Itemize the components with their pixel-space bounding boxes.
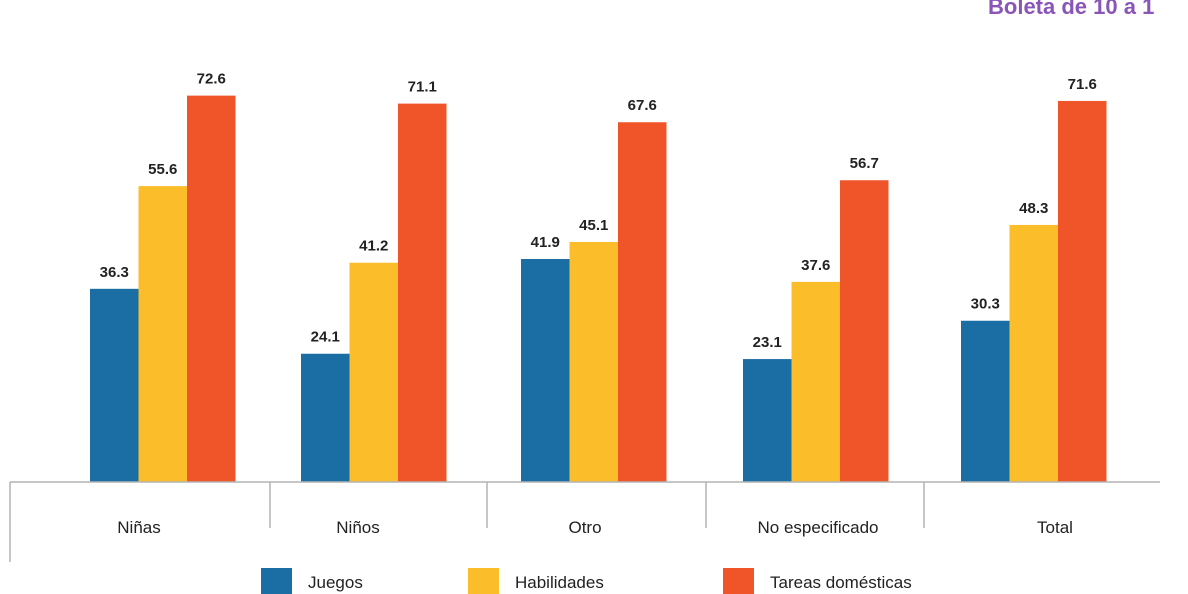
bar-otro-habilidades	[569, 241, 618, 482]
bar-ninas-tareas-domesticas	[187, 95, 236, 482]
chart-title-fragment: Boleta de 10 a 1	[988, 0, 1154, 19]
value-label-total-habilidades: 48.3	[1019, 200, 1048, 217]
value-label-no-especificado-tareas-domesticas: 56.7	[850, 155, 879, 172]
value-label-ninas-juegos: 36.3	[100, 264, 129, 281]
bar-otro-tareas-domesticas	[618, 122, 667, 483]
category-label-ninas: Niñas	[117, 518, 160, 537]
value-label-no-especificado-habilidades: 37.6	[801, 257, 830, 274]
legend-swatch-habilidades	[468, 568, 499, 594]
category-axis: Niñas Niños Otro No especificado Total	[9, 481, 1160, 562]
bar-no-especificado-juegos	[743, 359, 792, 482]
category-label-total: Total	[1037, 518, 1073, 537]
value-label-total-tareas-domesticas: 71.6	[1068, 76, 1097, 93]
bar-ninos-habilidades	[349, 262, 398, 482]
legend-swatch-juegos	[261, 568, 292, 594]
bar-no-especificado-habilidades	[791, 281, 840, 482]
value-label-ninos-juegos: 24.1	[311, 329, 340, 346]
value-label-ninas-habilidades: 55.6	[148, 161, 177, 178]
value-label-otro-juegos: 41.9	[531, 234, 560, 251]
value-label-no-especificado-juegos: 23.1	[753, 334, 782, 351]
value-label-otro-habilidades: 45.1	[579, 217, 608, 234]
bar-ninos-tareas-domesticas	[398, 103, 447, 482]
bar-total-tareas-domesticas	[1058, 100, 1107, 483]
bar-ninos-juegos	[301, 353, 350, 482]
bar-total-habilidades	[1009, 224, 1058, 483]
legend-swatch-tareas-domesticas	[723, 568, 754, 594]
category-label-ninos: Niños	[336, 518, 379, 537]
bar-ninas-habilidades	[138, 186, 187, 482]
legend-label-habilidades: Habilidades	[515, 573, 604, 592]
value-label-ninos-habilidades: 41.2	[359, 238, 388, 255]
category-label-otro: Otro	[568, 518, 601, 537]
value-label-otro-tareas-domesticas: 67.6	[628, 97, 657, 114]
legend-label-juegos: Juegos	[308, 573, 363, 592]
bar-otro-juegos	[521, 259, 570, 482]
value-label-ninos-tareas-domesticas: 71.1	[408, 79, 437, 96]
bar-ninas-juegos	[90, 288, 139, 482]
legend-label-tareas-domesticas: Tareas domésticas	[770, 573, 912, 592]
value-labels-layer: 36.3 55.6 72.6 24.1 41.2 71.1 41.9 45.1 67.6 23.1…	[100, 71, 1097, 351]
value-label-ninas-tareas-domesticas: 72.6	[197, 71, 226, 88]
bar-total-juegos	[961, 320, 1010, 482]
legend: Juegos Habilidades Tareas domésticas	[261, 568, 912, 594]
category-label-no-especificado: No especificado	[758, 518, 879, 537]
bar-no-especificado-tareas-domesticas	[840, 180, 889, 482]
bars-layer	[90, 95, 1107, 483]
value-label-total-juegos: 30.3	[971, 296, 1000, 313]
